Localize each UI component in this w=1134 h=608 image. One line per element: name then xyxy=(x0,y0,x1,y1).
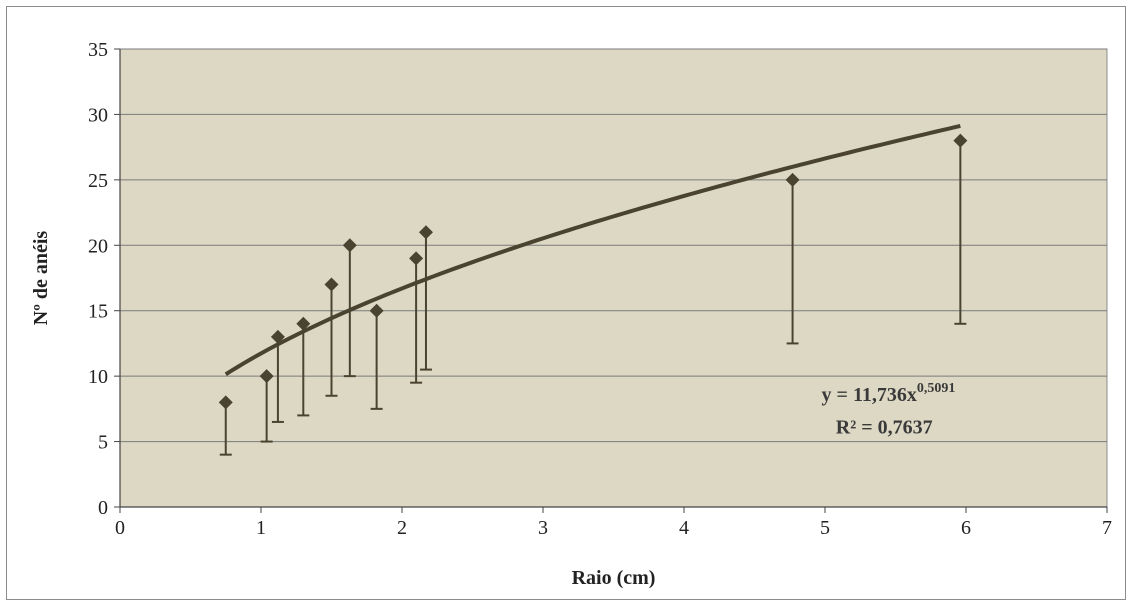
trendline-equation-exponent: 0,5091 xyxy=(917,381,956,396)
data-point-marker xyxy=(270,329,285,344)
y-tick-label: 25 xyxy=(88,170,108,192)
data-point-marker xyxy=(409,251,424,266)
data-points xyxy=(218,133,968,410)
x-tick-label: 6 xyxy=(961,517,971,539)
y-tick-label: 20 xyxy=(88,235,108,257)
y-tick-label: 0 xyxy=(98,497,108,519)
x-tick-label: 7 xyxy=(1102,517,1112,539)
trendline-r-squared: R² = 0,7637 xyxy=(836,417,933,439)
data-point-marker xyxy=(369,303,384,318)
trendline-equation: y = 11,736x0,5091 xyxy=(822,381,956,406)
error-bars xyxy=(219,140,967,456)
trendline xyxy=(224,123,961,377)
y-axis-title: Nº de anéis xyxy=(30,231,52,326)
x-axis-title: Raio (cm) xyxy=(572,567,656,589)
data-point-marker xyxy=(218,395,233,410)
x-tick-label: 3 xyxy=(538,517,548,539)
y-tick-label: 35 xyxy=(88,39,108,61)
x-tick-label: 1 xyxy=(256,517,266,539)
x-tick-label: 2 xyxy=(397,517,407,539)
data-point-marker xyxy=(953,133,968,148)
data-point-marker xyxy=(296,316,311,331)
y-tick-label: 30 xyxy=(88,104,108,126)
data-point-marker xyxy=(324,277,339,292)
y-tick-label: 15 xyxy=(88,301,108,323)
y-tick-label: 5 xyxy=(98,432,108,454)
x-tick-label: 5 xyxy=(820,517,830,539)
trendline-equation-base: y = 11,736x xyxy=(822,384,917,406)
y-tick-label: 10 xyxy=(88,366,108,388)
data-point-marker xyxy=(418,225,433,240)
plot-area xyxy=(119,48,1108,508)
data-point-marker xyxy=(785,172,800,187)
data-point-marker xyxy=(259,369,274,384)
x-tick-labels: 0 1 2 3 4 5 6 7 xyxy=(115,507,1112,539)
y-tick-labels: 0 5 10 15 20 25 30 35 xyxy=(88,39,120,519)
x-tick-label: 4 xyxy=(679,517,689,539)
x-tick-label: 0 xyxy=(115,517,125,539)
data-point-marker xyxy=(342,238,357,253)
grid-lines xyxy=(119,48,1107,508)
